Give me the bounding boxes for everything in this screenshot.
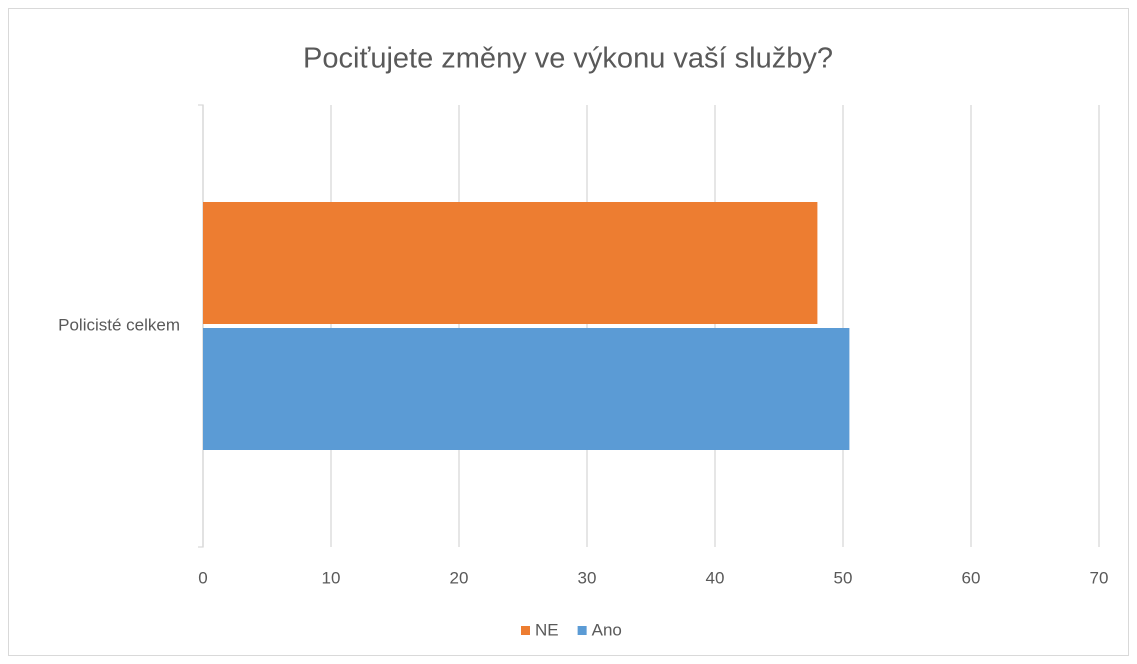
x-tick-label: 10 bbox=[322, 568, 341, 587]
bar bbox=[203, 202, 818, 324]
legend-swatch bbox=[577, 626, 587, 635]
chart-title: Pociťujete změny ve výkonu vaší služby? bbox=[303, 43, 833, 75]
legend-swatch bbox=[521, 626, 530, 635]
x-tick-label: 70 bbox=[1090, 568, 1109, 587]
x-tick-label: 60 bbox=[962, 568, 981, 587]
x-tick-label: 30 bbox=[578, 568, 597, 587]
y-axis bbox=[198, 104, 204, 548]
legend-label: NE bbox=[535, 620, 559, 639]
x-tick-label: 40 bbox=[706, 568, 725, 587]
legend-label: Ano bbox=[592, 620, 622, 639]
x-tick-label: 50 bbox=[834, 568, 853, 587]
bar bbox=[203, 328, 850, 450]
x-tick-label: 0 bbox=[198, 568, 207, 587]
y-tick-label: Policisté celkem bbox=[58, 315, 180, 334]
x-tick-label: 20 bbox=[450, 568, 469, 587]
